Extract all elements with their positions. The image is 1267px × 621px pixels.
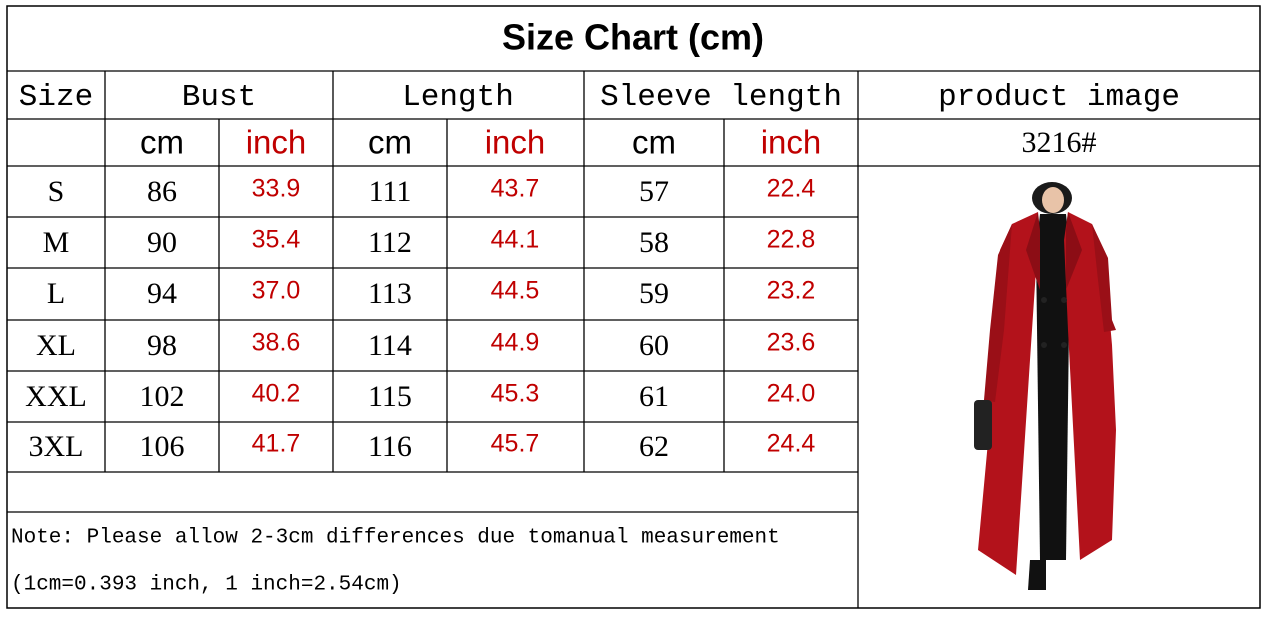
- cell: 35.4: [252, 226, 301, 254]
- cell: 23.6: [767, 329, 816, 357]
- cell: XXL: [25, 380, 87, 413]
- note: Note: Please allow 2-3cm differences due…: [11, 527, 780, 550]
- cell: 61: [639, 380, 669, 413]
- cell: 3XL: [29, 430, 84, 463]
- column-header: product image: [938, 80, 1180, 115]
- cell: 98: [147, 329, 177, 362]
- unit-header: inch: [761, 124, 822, 161]
- column-header: Length: [402, 80, 514, 115]
- cell: 33.9: [252, 175, 301, 203]
- cell: 106: [140, 430, 185, 463]
- cell: 23.2: [767, 277, 816, 305]
- cell: 44.9: [491, 329, 540, 357]
- cell: 58: [639, 226, 669, 259]
- outer-border: [6, 5, 1261, 609]
- cell: 40.2: [252, 380, 301, 408]
- column-header: Bust: [182, 80, 256, 115]
- unit-header: inch: [246, 124, 307, 161]
- column-header: Sleeve length: [600, 80, 842, 115]
- unit-header: cm: [632, 124, 676, 161]
- cell: 90: [147, 226, 177, 259]
- unit-header: inch: [485, 124, 546, 161]
- cell: 116: [368, 430, 412, 463]
- cell: 43.7: [491, 175, 540, 203]
- cell: 62: [639, 430, 669, 463]
- cell: M: [43, 226, 70, 259]
- cell: 45.3: [491, 380, 540, 408]
- cell: 24.0: [767, 380, 816, 408]
- cell: S: [48, 175, 65, 208]
- unit-header: cm: [368, 124, 412, 161]
- cell: 41.7: [252, 430, 301, 458]
- cell: 115: [368, 380, 412, 413]
- product-image: [974, 182, 1116, 590]
- column-header: Size: [19, 80, 93, 115]
- cell: 45.7: [491, 430, 540, 458]
- cell: 22.4: [767, 175, 816, 203]
- cell: 94: [147, 277, 177, 310]
- cell: 111: [369, 175, 412, 208]
- cell: 114: [368, 329, 412, 362]
- cell: 37.0: [252, 277, 301, 305]
- cell: 24.4: [767, 430, 816, 458]
- cell: 60: [639, 329, 669, 362]
- cell: 113: [368, 277, 412, 310]
- cell: 44.1: [491, 226, 540, 254]
- cell: 57: [639, 175, 669, 208]
- unit-header: cm: [140, 124, 184, 161]
- table-grid: [7, 70, 1260, 608]
- cell: 112: [368, 226, 412, 259]
- product-code: 3216#: [1022, 126, 1097, 159]
- cell: 22.8: [767, 226, 816, 254]
- cell: 59: [639, 277, 669, 310]
- cell: 86: [147, 175, 177, 208]
- cell: 38.6: [252, 329, 301, 357]
- cell: 44.5: [491, 277, 540, 305]
- title: Size Chart (cm): [502, 17, 764, 58]
- cell: L: [47, 277, 65, 310]
- cell: XL: [36, 329, 76, 362]
- cell: 102: [140, 380, 185, 413]
- note: (1cm=0.393 inch, 1 inch=2.54cm): [11, 574, 402, 597]
